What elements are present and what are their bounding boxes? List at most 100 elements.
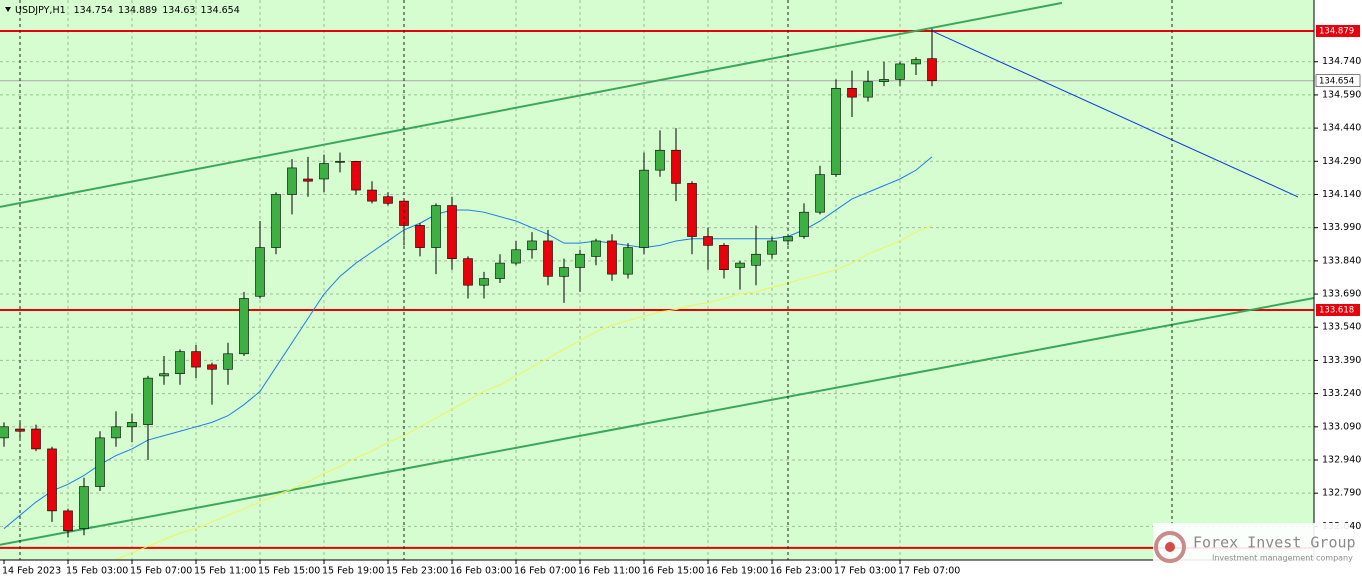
- candle-body: [79, 486, 89, 529]
- candle-body: [815, 174, 825, 213]
- candle-body: [719, 245, 729, 271]
- level-label: 134.879: [1319, 26, 1354, 36]
- y-tick-label: 134.440: [1322, 123, 1361, 134]
- candle-body: [223, 353, 233, 370]
- candle-body: [191, 351, 201, 368]
- y-tick-label: 133.540: [1322, 322, 1361, 333]
- candle-body: [47, 448, 57, 512]
- candle-body: [351, 160, 361, 191]
- header-value: 134.654: [200, 5, 239, 16]
- candle-body: [559, 267, 569, 277]
- y-tick-label: 133.090: [1322, 421, 1361, 432]
- x-tick-label: 16 Feb 07:00: [514, 566, 576, 577]
- y-tick-label: 134.740: [1322, 56, 1361, 67]
- candle-body: [543, 240, 553, 277]
- candle-body: [639, 169, 649, 248]
- candle-body: [271, 194, 281, 248]
- menu-arrow: [5, 7, 11, 12]
- x-tick-label: 14 Feb 2023: [2, 566, 61, 577]
- candle-body: [623, 247, 633, 275]
- y-tick-label: 133.390: [1322, 355, 1361, 366]
- candle-body: [863, 81, 873, 98]
- candle-body: [655, 149, 665, 171]
- trendline: [931, 30, 1299, 198]
- candle-body: [831, 87, 841, 175]
- y-tick-label: 134.140: [1322, 189, 1361, 200]
- y-tick-label: 133.840: [1322, 255, 1361, 266]
- candle-body: [239, 298, 249, 355]
- candle-body: [127, 422, 137, 428]
- level-label-box: [1316, 24, 1360, 37]
- x-tick-label: 15 Feb 11:00: [194, 566, 256, 577]
- candle-body: [751, 253, 761, 266]
- x-tick-label: 15 Feb 19:00: [322, 566, 384, 577]
- y-tick-label: 133.690: [1322, 289, 1361, 300]
- candle-body: [111, 426, 121, 439]
- candle-body: [159, 373, 169, 377]
- header-value: 134.754: [74, 5, 113, 16]
- x-tick-label: 15 Feb 23:00: [386, 566, 448, 577]
- candle-body: [511, 249, 521, 264]
- candle-body: [495, 262, 505, 279]
- candle-body: [591, 240, 601, 257]
- header-value: USDJPY,H1: [15, 5, 66, 16]
- x-tick-label: 17 Feb 03:00: [834, 566, 896, 577]
- x-tick-label: 16 Feb 23:00: [770, 566, 832, 577]
- x-tick-label: 16 Feb 15:00: [642, 566, 704, 577]
- y-tick-label: 134.590: [1322, 89, 1361, 100]
- x-tick-label: 16 Feb 03:00: [450, 566, 512, 577]
- candle-body: [415, 225, 425, 248]
- candle-body: [31, 428, 41, 450]
- watermark-logo: [1154, 531, 1186, 563]
- plot-layer: [0, 0, 1314, 560]
- candle-body: [879, 79, 889, 82]
- candle-body: [687, 183, 697, 237]
- moving-average: [115, 224, 933, 560]
- candle-body: [527, 240, 537, 251]
- candle-body: [319, 163, 329, 180]
- candle-body: [255, 247, 265, 297]
- x-tick-label: 16 Feb 19:00: [706, 566, 768, 577]
- candle-body: [367, 189, 377, 202]
- x-tick-label: 15 Feb 15:00: [258, 566, 320, 577]
- trendline: [0, 1, 1063, 208]
- candle-body: [207, 364, 217, 370]
- candle-body: [287, 167, 297, 195]
- watermark-title: Forex Invest Group OU: [1193, 534, 1362, 552]
- candle-body: [335, 160, 345, 163]
- x-tick-label: 17 Feb 07:00: [898, 566, 960, 577]
- candle-body: [383, 196, 393, 204]
- candle-body: [15, 428, 25, 432]
- candle-body: [847, 87, 857, 98]
- candle-body: [911, 59, 921, 65]
- price-label-box: [1315, 74, 1361, 88]
- candle-body: [399, 200, 409, 226]
- candle-body: [63, 510, 73, 532]
- price-label: 134.654: [1319, 76, 1354, 86]
- candle-body: [0, 426, 9, 439]
- trendline: [0, 297, 1314, 546]
- candle-body: [799, 211, 809, 237]
- plot-area: [0, 0, 1314, 560]
- candle-body: [479, 278, 489, 286]
- candle-body: [575, 253, 585, 268]
- candle-body: [767, 240, 777, 255]
- watermark-subtitle: Investment management company: [1212, 554, 1353, 563]
- candle-body: [143, 377, 153, 425]
- candle-body: [895, 63, 905, 80]
- candle-body: [303, 178, 313, 182]
- candle-body: [95, 437, 105, 487]
- y-tick-label: 133.990: [1322, 222, 1361, 233]
- x-tick-label: 15 Feb 03:00: [66, 566, 128, 577]
- y-tick-label: 133.240: [1322, 388, 1361, 399]
- y-tick-label: 132.790: [1322, 488, 1361, 499]
- x-tick-label: 15 Feb 07:00: [130, 566, 192, 577]
- level-label: 133.618: [1319, 305, 1354, 315]
- candle-body: [927, 58, 937, 82]
- candle-body: [175, 351, 185, 375]
- watermark-logo-dot: [1165, 542, 1175, 552]
- moving-average: [3, 156, 933, 529]
- candle-body: [671, 149, 681, 184]
- candle-body: [703, 236, 713, 246]
